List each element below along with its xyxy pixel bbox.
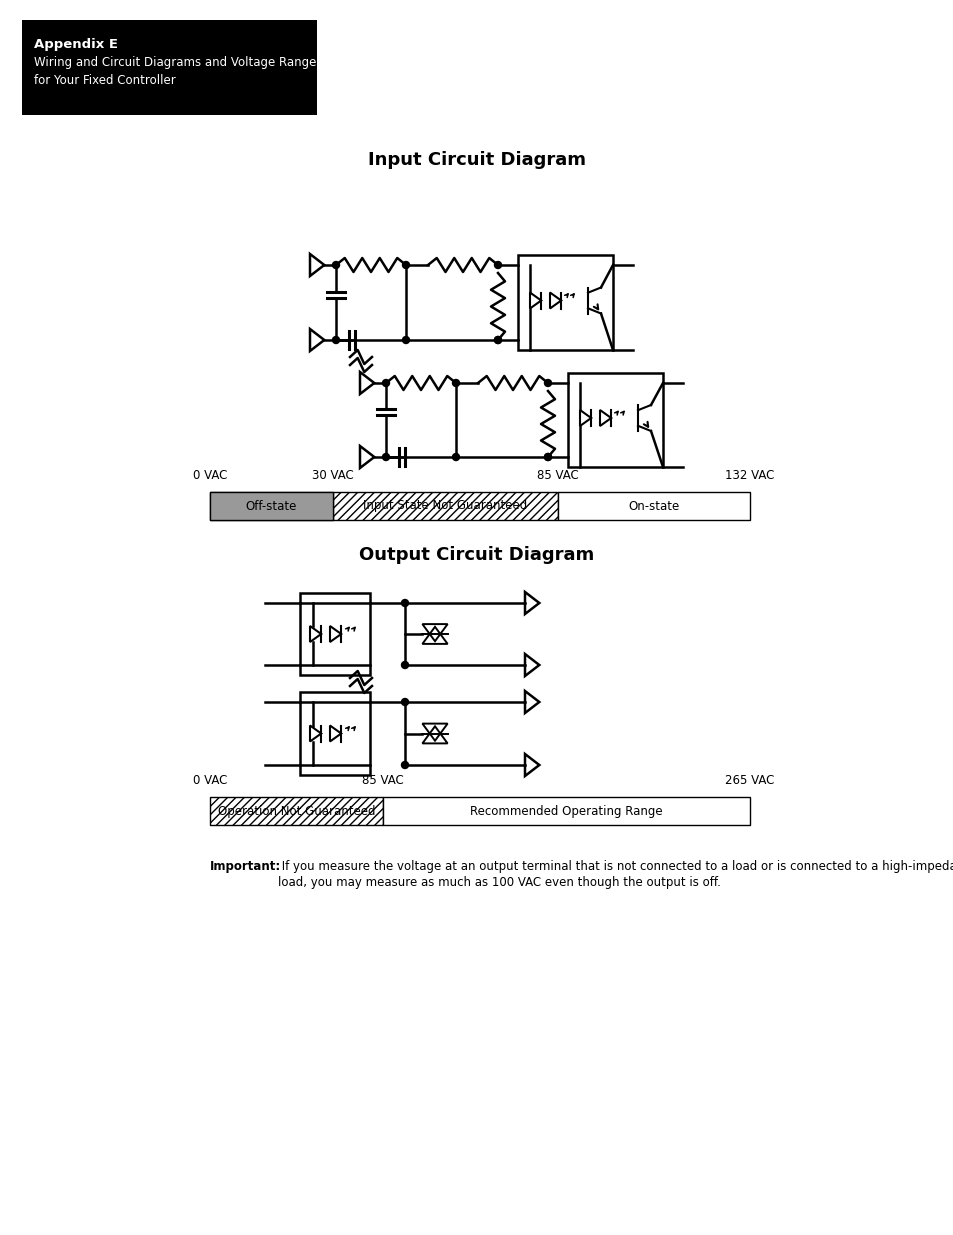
Bar (210, 492, 333, 520)
Bar (567, 373, 662, 467)
Circle shape (401, 599, 408, 606)
Circle shape (494, 336, 501, 343)
Text: 0 VAC: 0 VAC (193, 469, 227, 482)
Text: Operation Not Guaranteed: Operation Not Guaranteed (217, 804, 375, 818)
Circle shape (402, 262, 409, 268)
Circle shape (494, 262, 501, 268)
Circle shape (333, 336, 339, 343)
Text: Output Circuit Diagram: Output Circuit Diagram (359, 546, 594, 564)
Bar (299, 593, 370, 676)
Bar (210, 797, 383, 825)
Bar (210, 492, 333, 520)
Text: 132 VAC: 132 VAC (724, 469, 774, 482)
Circle shape (401, 699, 408, 705)
Circle shape (382, 453, 389, 461)
Text: 85 VAC: 85 VAC (537, 469, 578, 482)
Text: load, you may measure as much as 100 VAC even though the output is off.: load, you may measure as much as 100 VAC… (277, 876, 720, 889)
Text: 30 VAC: 30 VAC (312, 469, 354, 482)
Text: Wiring and Circuit Diagrams and Voltage Ranges: Wiring and Circuit Diagrams and Voltage … (34, 56, 322, 69)
Bar (558, 492, 749, 520)
Circle shape (401, 662, 408, 668)
Text: 265 VAC: 265 VAC (724, 774, 774, 787)
Text: If you measure the voltage at an output terminal that is not connected to a load: If you measure the voltage at an output … (277, 860, 953, 873)
Circle shape (401, 762, 408, 768)
Circle shape (544, 453, 551, 461)
Circle shape (333, 262, 339, 268)
Circle shape (452, 453, 459, 461)
Text: 85 VAC: 85 VAC (362, 774, 404, 787)
Text: On-state: On-state (628, 499, 679, 513)
Text: Appendix E: Appendix E (34, 38, 118, 51)
Circle shape (382, 379, 389, 387)
Bar (517, 254, 613, 350)
Text: Input State Not Guaranteed: Input State Not Guaranteed (363, 499, 527, 513)
Circle shape (544, 379, 551, 387)
Text: Off-state: Off-state (246, 499, 296, 513)
Bar (299, 692, 370, 776)
Circle shape (494, 336, 501, 343)
Circle shape (452, 379, 459, 387)
Text: Recommended Operating Range: Recommended Operating Range (470, 804, 662, 818)
Circle shape (544, 453, 551, 461)
Text: Input Circuit Diagram: Input Circuit Diagram (368, 151, 585, 169)
Bar (22, 20, 316, 115)
Text: for Your Fixed Controller: for Your Fixed Controller (34, 74, 175, 86)
Text: 0 VAC: 0 VAC (193, 774, 227, 787)
Bar (333, 492, 558, 520)
Text: Important:: Important: (210, 860, 281, 873)
Circle shape (402, 336, 409, 343)
Bar (383, 797, 749, 825)
